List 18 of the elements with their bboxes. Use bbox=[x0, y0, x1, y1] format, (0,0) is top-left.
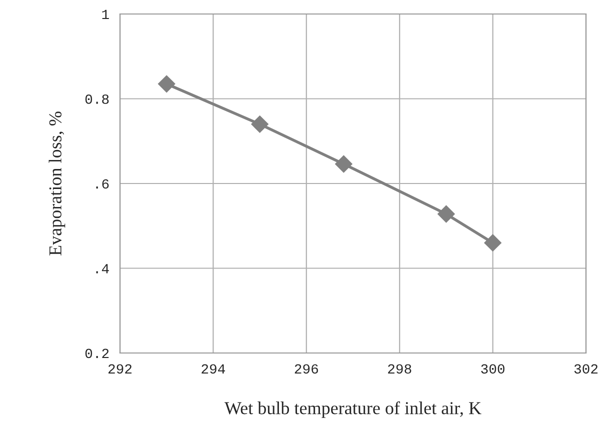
y-tick-label: 1 bbox=[102, 10, 109, 20]
y-tick-label: .4 bbox=[96, 264, 109, 274]
y-tick-label: .6 bbox=[96, 179, 109, 189]
point bbox=[251, 116, 268, 133]
y-axis-title: Evaporation loss, % bbox=[48, 112, 66, 256]
y-tick-label: 0.8 bbox=[85, 94, 109, 104]
x-tick-label: 296 bbox=[294, 364, 318, 374]
y-tick-label: 0.2 bbox=[85, 348, 109, 358]
x-tick-label: 294 bbox=[202, 364, 225, 374]
x-tick-label: 292 bbox=[108, 364, 132, 374]
point bbox=[484, 234, 502, 252]
x-tick-label: 298 bbox=[388, 364, 412, 374]
x-tick-label: 302 bbox=[574, 364, 598, 374]
point bbox=[335, 155, 352, 173]
point bbox=[158, 75, 176, 92]
x-axis-title: Wet bulb temperature of inlet air, K bbox=[224, 401, 482, 418]
x-tick-label: 300 bbox=[481, 364, 504, 374]
point bbox=[438, 205, 455, 223]
